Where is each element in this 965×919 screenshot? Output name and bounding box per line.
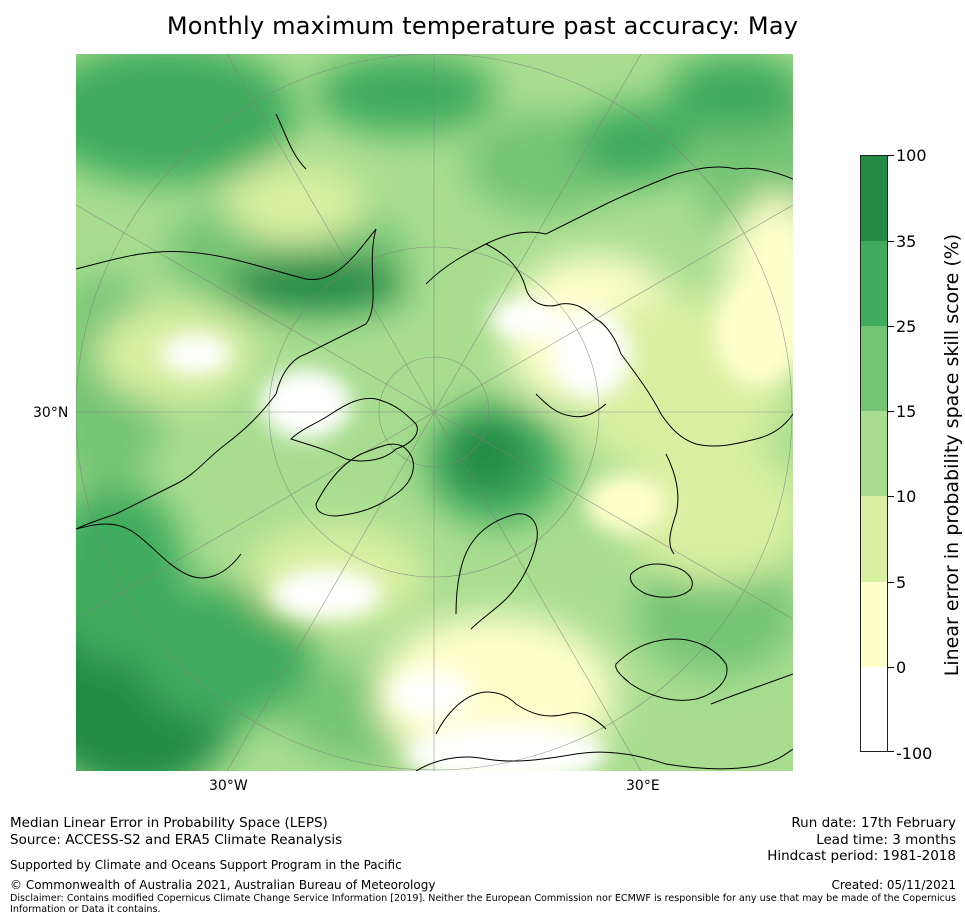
coastlines (76, 113, 793, 771)
colorbar-tick-label: 100 (896, 146, 927, 165)
colorbar-tick-label: 5 (896, 573, 907, 592)
latitude-label-30n: 30°N (33, 405, 69, 421)
polar-map (76, 54, 793, 771)
colorbar-tick-label: 0 (896, 658, 907, 677)
longitude-label-30w: 30°W (209, 778, 248, 794)
colorbar-tick-label: 35 (896, 232, 917, 251)
footer-disclaimer-line1: Disclaimer: Contains modified Copernicus… (10, 893, 956, 904)
colorbar-title: Linear error in probability space skill … (941, 233, 963, 677)
colorbar-tick (888, 411, 894, 412)
colorbar-class-15-25 (860, 326, 888, 411)
footer-lead-time: Lead time: 3 months (816, 832, 956, 848)
footer-disclaimer-line2: Information or Data it contains. (10, 904, 161, 915)
colorbar-class-10-15 (860, 411, 888, 496)
colorbar-class-35-100 (860, 155, 888, 241)
colorbar-class-5-10 (860, 496, 888, 582)
colorbar-tick-label: 15 (896, 402, 917, 421)
colorbar-tick (888, 241, 894, 242)
colorbar-tick (888, 326, 894, 327)
colorbar-tick (888, 667, 894, 668)
footer-created: Created: 05/11/2021 (831, 878, 956, 892)
colorbar-tick-label: 25 (896, 317, 917, 336)
longitude-label-30e: 30°E (626, 778, 660, 794)
colorbar-tick-label: -100 (896, 744, 933, 763)
colorbar-tick (888, 582, 894, 583)
footer-run-date: Run date: 17th February (791, 815, 956, 831)
skill-regions-broad (76, 54, 793, 771)
colorbar-tick (888, 155, 894, 156)
skill-regions-low (161, 284, 793, 771)
footer-source: Source: ACCESS-S2 and ERA5 Climate Reana… (10, 832, 343, 848)
colorbar-tick (888, 496, 894, 497)
skill-score-field (76, 54, 793, 771)
colorbar-class-0-5 (860, 582, 888, 667)
footer-support: Supported by Climate and Oceans Support … (10, 858, 402, 872)
colorbar-class-neg100-0 (860, 667, 888, 752)
colorbar (860, 155, 888, 752)
graticule (76, 54, 793, 771)
colorbar-class-25-35 (860, 241, 888, 326)
footer-copyright: © Commonwealth of Australia 2021, Austra… (10, 878, 436, 892)
map-title: Monthly maximum temperature past accurac… (166, 12, 799, 40)
colorbar-tick (888, 751, 894, 752)
footer-hindcast: Hindcast period: 1981-2018 (767, 848, 956, 864)
footer-method: Median Linear Error in Probability Space… (10, 815, 328, 831)
colorbar-tick-label: 10 (896, 487, 917, 506)
